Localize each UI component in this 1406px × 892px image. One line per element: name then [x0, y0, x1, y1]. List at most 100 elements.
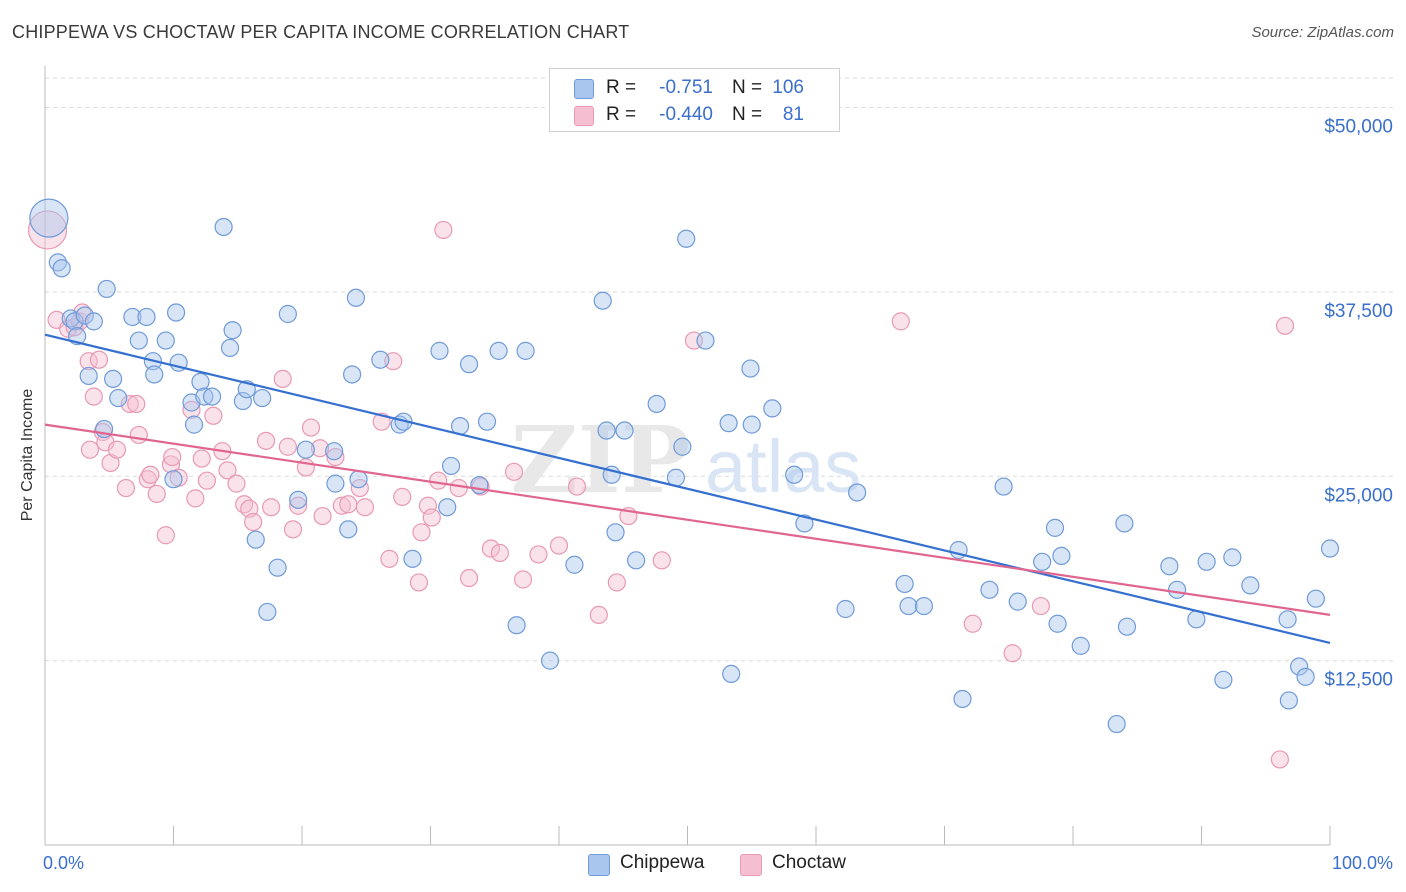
choctaw-point: [227, 474, 246, 493]
choctaw-point: [963, 614, 982, 633]
chippewa-point: [953, 689, 972, 709]
choctaw-point: [156, 526, 175, 545]
chippewa-point: [1117, 617, 1137, 636]
chippewa-point: [1306, 589, 1325, 608]
chippewa-point: [371, 350, 390, 369]
chippewa-point: [29, 198, 69, 238]
choctaw-legend-label: Choctaw: [772, 852, 846, 873]
chippewa-point: [156, 331, 175, 350]
chippewa-point: [785, 465, 804, 484]
zipatlas-watermark: ZIP atlas: [511, 406, 862, 514]
choctaw-point: [262, 498, 281, 517]
choctaw-point: [313, 506, 332, 526]
chippewa-point: [597, 421, 616, 440]
chippewa-point: [848, 483, 867, 502]
choctaw-point: [1275, 316, 1295, 335]
choctaw-point: [1270, 750, 1289, 769]
chippewa-point: [346, 288, 366, 307]
chippewa-point: [223, 321, 242, 340]
chippewa-point: [75, 306, 94, 325]
choctaw-point: [412, 523, 431, 542]
chippewa-point: [606, 523, 625, 542]
choctaw-point: [459, 568, 479, 588]
choctaw-point: [481, 539, 500, 558]
grid-lines: [45, 77, 1394, 662]
choctaw-point: [120, 394, 139, 414]
choctaw-point: [339, 495, 358, 514]
chippewa-legend-swatch: [588, 854, 610, 876]
chippewa-point: [191, 372, 210, 391]
choctaw-point: [89, 350, 109, 369]
chippewa-point: [1214, 670, 1233, 689]
choctaw-point: [127, 394, 146, 414]
chippewa-point: [1107, 714, 1126, 734]
choctaw-point: [278, 437, 297, 456]
chippewa-point: [994, 477, 1013, 496]
choctaw-point: [147, 484, 166, 504]
y-tick-label: $37,500: [1324, 301, 1393, 322]
chippewa-point: [516, 341, 535, 360]
chippewa-point: [899, 596, 918, 616]
chippewa-point: [441, 456, 461, 476]
choctaw-point: [116, 478, 136, 498]
chippewa-point: [565, 555, 584, 574]
choctaw-point: [607, 573, 626, 592]
choctaw-point: [107, 440, 127, 459]
choctaw-point: [409, 573, 429, 592]
choctaw-point: [283, 520, 303, 539]
choctaw-point: [589, 605, 608, 625]
chippewa-point: [719, 414, 738, 433]
chippewa-point: [470, 476, 489, 495]
chippewa-point: [296, 440, 315, 459]
choctaw-point: [393, 487, 412, 506]
choctaw-point: [80, 440, 100, 459]
choctaw-point: [244, 512, 263, 532]
chippewa-point: [220, 338, 240, 358]
choctaw-points: [27, 210, 1295, 769]
y-tick-label: $25,000: [1324, 485, 1393, 506]
x-tick-label: 100.0%: [1332, 853, 1393, 873]
chippewa-point: [214, 217, 233, 237]
chippewa-trend-line: [44, 333, 1331, 644]
chippewa-point: [1008, 592, 1027, 611]
choctaw-point: [186, 489, 205, 508]
chippewa-point: [109, 388, 128, 408]
choctaw-point: [422, 508, 441, 527]
chippewa-point: [246, 530, 265, 549]
chippewa-point: [233, 391, 252, 411]
chippewa-point: [673, 437, 692, 456]
chippewa-point: [79, 366, 98, 386]
legend-row-chippewa: R = -0.751 N = 106: [550, 74, 839, 100]
chart-title: CHIPPEWA VS CHOCTAW PER CAPITA INCOME CO…: [12, 22, 630, 42]
choctaw-point: [218, 461, 237, 480]
chippewa-point: [202, 387, 222, 406]
chippewa-point: [593, 291, 612, 310]
chippewa-point: [253, 388, 272, 408]
choctaw-point: [204, 406, 223, 425]
chippewa-point: [258, 602, 277, 622]
choctaw-point: [549, 536, 569, 555]
chippewa-point: [1278, 610, 1297, 629]
chippewa-point: [343, 365, 362, 384]
n-label: N =: [732, 104, 763, 125]
y-tick-label: $12,500: [1324, 670, 1393, 691]
chippewa-point: [52, 259, 71, 278]
chippewa-point: [339, 520, 358, 539]
r-value: -0.440: [659, 104, 713, 125]
choctaw-point: [355, 498, 375, 517]
choctaw-point: [163, 447, 182, 467]
chippewa-point: [742, 415, 761, 434]
chippewa-point: [278, 304, 297, 324]
chippewa-point: [104, 369, 123, 388]
chippewa-point: [615, 421, 634, 440]
chippewa-point: [403, 549, 422, 568]
choctaw-point: [567, 477, 587, 496]
choctaw-point: [141, 465, 160, 484]
chippewa-point: [123, 307, 142, 327]
chippewa-point: [430, 341, 449, 360]
choctaw-point: [529, 545, 548, 564]
trend-lines: [44, 333, 1331, 644]
chippewa-point: [1115, 514, 1134, 533]
chippewa-point: [477, 412, 497, 431]
r-value: -0.751: [659, 77, 713, 98]
